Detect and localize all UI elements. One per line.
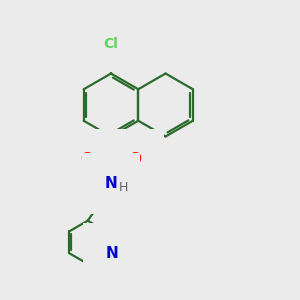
Text: O: O bbox=[128, 152, 142, 166]
Text: O: O bbox=[80, 152, 94, 166]
Text: Cl: Cl bbox=[103, 38, 118, 51]
Text: N: N bbox=[105, 176, 117, 191]
Text: S: S bbox=[106, 152, 116, 166]
Text: H: H bbox=[119, 181, 128, 194]
Text: N: N bbox=[106, 246, 118, 261]
